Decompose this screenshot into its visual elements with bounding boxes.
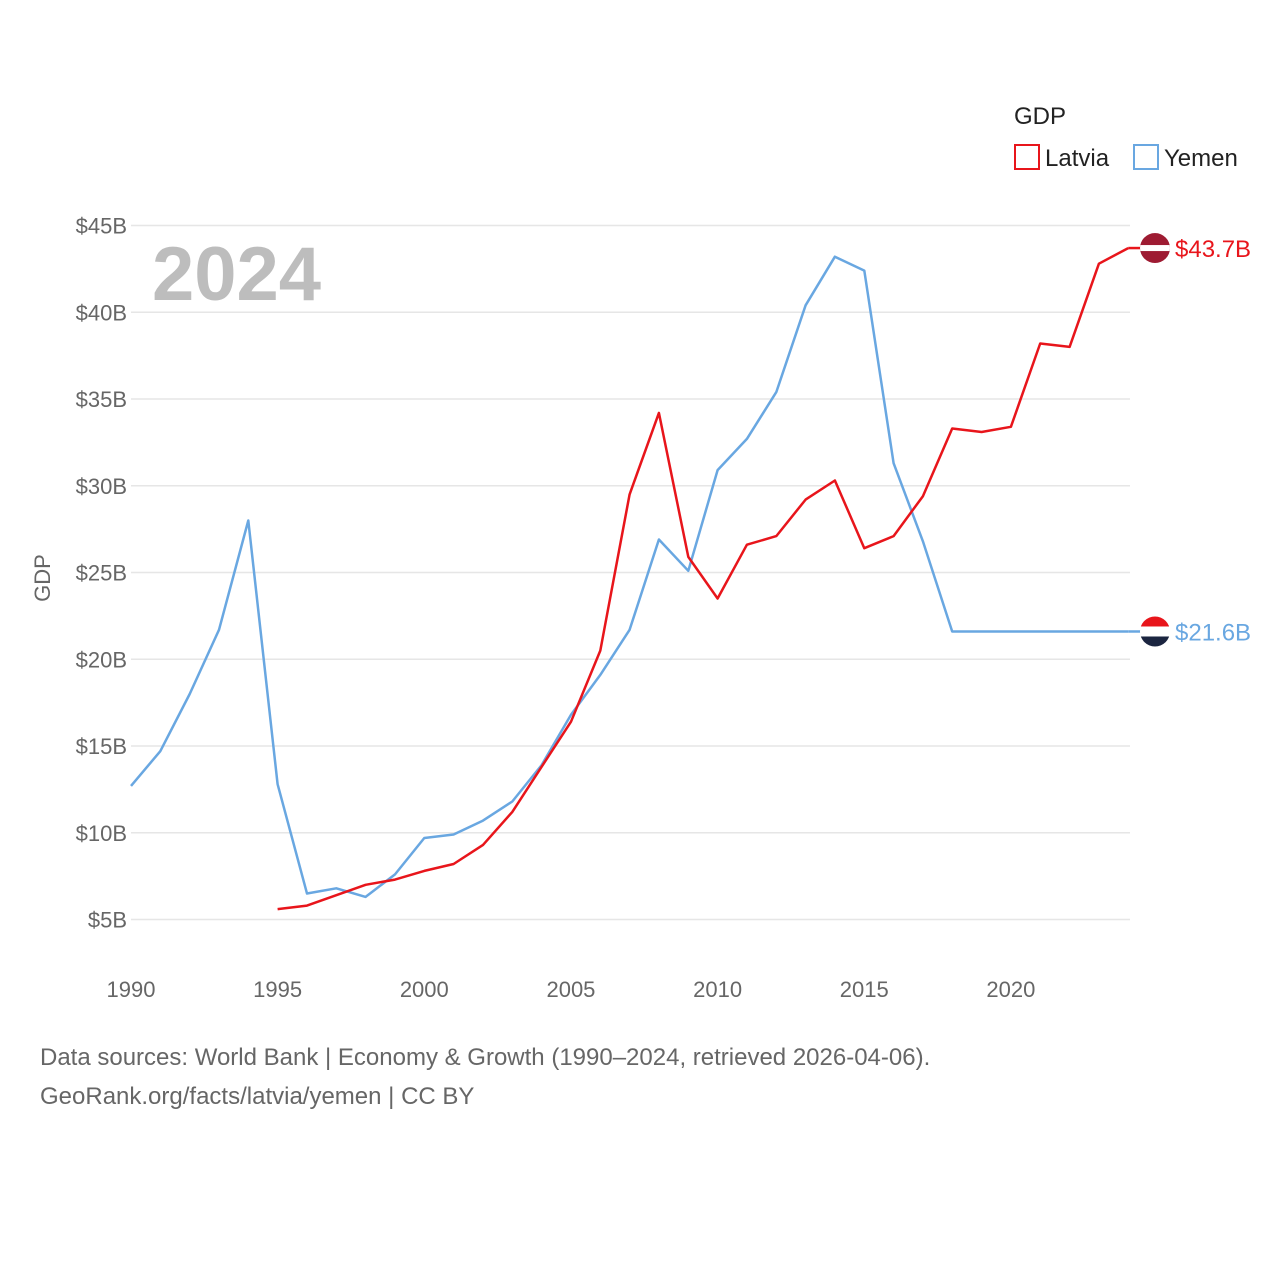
- x-tick-label: 1990: [107, 977, 156, 1002]
- series-line-latvia: [277, 246, 1129, 911]
- y-axis-label: GDP: [30, 554, 55, 602]
- y-tick-label: $25B: [76, 561, 127, 586]
- grid-lines: [131, 224, 1130, 921]
- y-tick-label: $20B: [76, 647, 127, 672]
- y-tick-label: $35B: [76, 387, 127, 412]
- x-tick-label: 1995: [253, 977, 302, 1002]
- y-tick-label: $15B: [76, 734, 127, 759]
- footer-credit: GeoRank.org/facts/latvia/yemen | CC BY: [40, 1083, 475, 1110]
- end-label-yemen: $21.6B: [1175, 619, 1251, 646]
- end-label-latvia: $43.7B: [1175, 236, 1251, 263]
- legend: GDP Latvia Yemen: [1014, 103, 1238, 172]
- y-axis-ticks: $5B $10B $15B $20B $25B $30B $35B $40B $45B: [76, 214, 127, 933]
- footer-sources: Data sources: World Bank | Economy & Gro…: [40, 1044, 931, 1071]
- x-tick-label: 2000: [400, 977, 449, 1002]
- y-tick-label: $40B: [76, 300, 127, 325]
- latvia-flag-icon: [1140, 233, 1170, 264]
- legend-swatch-latvia: [1014, 144, 1040, 170]
- end-labels: $21.6B $43.7B: [1128, 233, 1251, 647]
- year-label: 2024: [152, 232, 321, 317]
- x-tick-label: 2020: [986, 977, 1035, 1002]
- legend-swatch-yemen: [1133, 144, 1159, 170]
- y-tick-label: $5B: [88, 908, 127, 933]
- yemen-flag-icon: [1140, 616, 1170, 647]
- x-tick-label: 2010: [693, 977, 742, 1002]
- series-line-yemen: [130, 255, 1129, 899]
- x-tick-label: 2015: [840, 977, 889, 1002]
- x-axis-ticks: 1990 1995 2000 2005 2010 2015 2020: [107, 977, 1036, 1002]
- x-tick-label: 2005: [546, 977, 595, 1002]
- legend-label-latvia: Latvia: [1045, 145, 1110, 172]
- y-tick-label: $10B: [76, 821, 127, 846]
- y-tick-label: $30B: [76, 474, 127, 499]
- legend-title: GDP: [1014, 103, 1066, 130]
- series-lines: [130, 246, 1129, 911]
- y-tick-label: $45B: [76, 214, 127, 239]
- legend-label-yemen: Yemen: [1164, 145, 1238, 172]
